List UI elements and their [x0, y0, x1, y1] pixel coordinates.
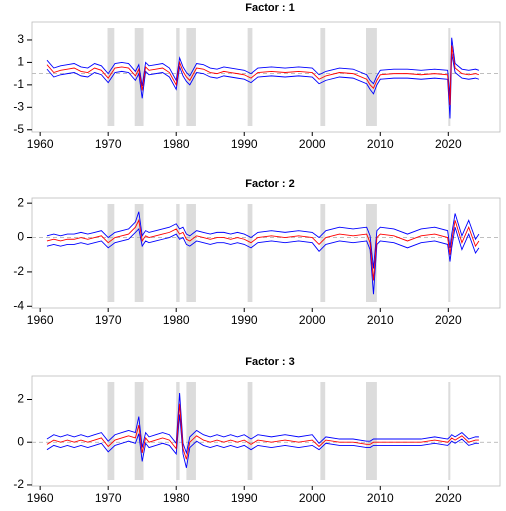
series-line: [46, 393, 479, 455]
y-tick-label: -3: [13, 99, 24, 113]
x-tick-label: 1990: [231, 491, 258, 505]
series-line: [46, 218, 480, 281]
y-tick-label: -2: [13, 264, 24, 278]
recession-band: [320, 204, 326, 302]
recession-band: [107, 28, 115, 126]
series-line: [46, 414, 479, 468]
x-tick-label: 2020: [435, 137, 462, 151]
y-tick-label: -4: [13, 298, 24, 312]
recession-band: [134, 204, 144, 302]
series-line: [46, 227, 480, 295]
panel-title: Factor : 3: [245, 356, 295, 368]
recession-band: [247, 382, 253, 480]
recession-band: [247, 204, 253, 302]
series-line: [46, 53, 480, 119]
panel-title: Factor : 1: [245, 2, 295, 14]
x-tick-label: 2010: [367, 137, 394, 151]
series-line: [46, 211, 480, 269]
x-tick-label: 1960: [27, 313, 54, 327]
x-tick-label: 2020: [435, 491, 462, 505]
x-tick-label: 1960: [27, 491, 54, 505]
recession-band: [176, 204, 180, 302]
y-tick-label: -2: [13, 477, 24, 491]
x-tick-label: 1980: [163, 491, 190, 505]
x-tick-label: 1990: [231, 137, 258, 151]
recession-band: [186, 204, 196, 302]
y-tick-label: 0: [17, 230, 24, 244]
x-tick-label: 1960: [27, 137, 54, 151]
y-tick-label: -1: [13, 77, 24, 91]
x-tick-label: 1970: [95, 137, 122, 151]
recession-band: [365, 28, 377, 126]
y-tick-label: 0: [17, 434, 24, 448]
recession-band: [107, 382, 115, 480]
series-line: [46, 37, 480, 97]
y-tick-label: 2: [17, 195, 24, 209]
y-tick-label: 3: [17, 32, 24, 46]
series-line: [46, 45, 480, 106]
recession-band: [448, 382, 451, 480]
y-tick-label: 1: [17, 55, 24, 69]
x-tick-label: 2010: [367, 491, 394, 505]
recession-band: [186, 382, 196, 480]
x-tick-label: 2000: [299, 137, 326, 151]
x-tick-label: 1990: [231, 313, 258, 327]
panel-title: Factor : 2: [245, 178, 295, 190]
recession-band: [247, 28, 253, 126]
x-tick-label: 2000: [299, 491, 326, 505]
x-tick-label: 2010: [367, 313, 394, 327]
recession-band: [365, 382, 377, 480]
plot-frame: [31, 21, 501, 133]
y-tick-label: 2: [17, 392, 24, 406]
x-tick-label: 1980: [163, 137, 190, 151]
x-tick-label: 1970: [95, 313, 122, 327]
x-tick-label: 2000: [299, 313, 326, 327]
x-tick-label: 2020: [435, 313, 462, 327]
series-line: [46, 403, 479, 460]
recession-band: [448, 28, 451, 126]
x-tick-label: 1980: [163, 313, 190, 327]
recession-band: [320, 382, 326, 480]
recession-band: [107, 204, 115, 302]
plot-frame: [31, 197, 501, 309]
y-tick-label: -5: [13, 122, 24, 136]
x-tick-label: 1970: [95, 491, 122, 505]
plot-frame: [31, 375, 501, 487]
